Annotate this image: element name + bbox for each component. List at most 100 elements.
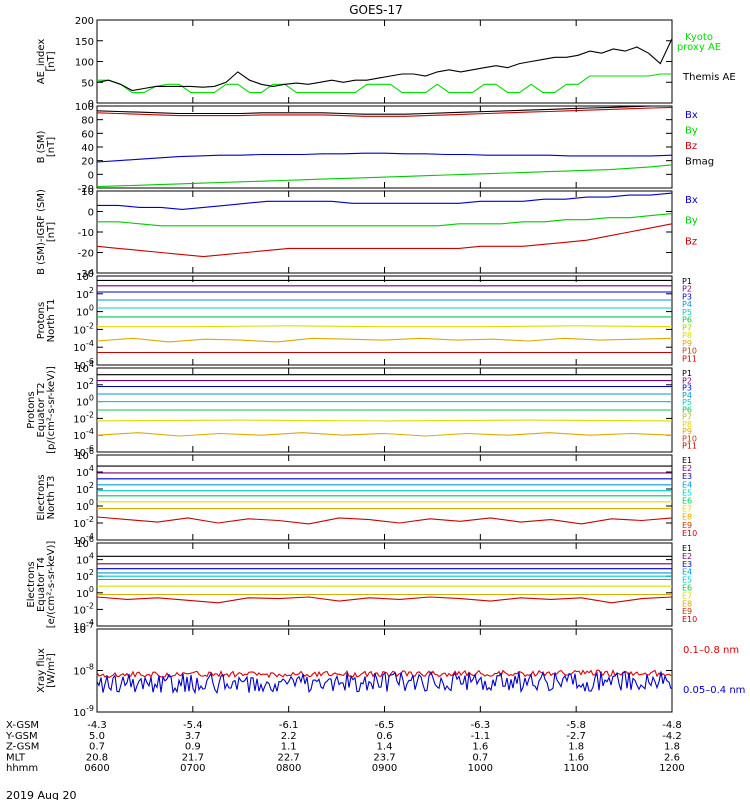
legend-entry: 0.1–0.8 nm <box>683 645 739 656</box>
legend-entry: E10 <box>682 529 697 538</box>
y-tick-label: 104 <box>76 552 94 567</box>
ephemeris-value: 1000 <box>468 763 493 774</box>
series-line-0-05-0-4-nm <box>97 670 672 695</box>
panel-3: 10 0 -10 -20 -30 B (SM)-IGRF (SM)[nT] Bx By Bz <box>36 187 698 280</box>
series-line-p7 <box>97 325 672 328</box>
ephemeris-value: 0.7 <box>89 742 105 753</box>
ephemeris-value: 22.7 <box>278 752 300 763</box>
ephemeris-value: 1.8 <box>568 742 584 753</box>
ephemeris-value: -2.7 <box>566 731 586 742</box>
legend-entry: E4 <box>682 480 692 489</box>
series-line-bz <box>97 106 672 117</box>
legend-entry: P3 <box>682 292 692 301</box>
ephemeris-value: 0600 <box>84 763 109 774</box>
y-tick-label: 40 <box>81 143 94 154</box>
y-tick-label: 10 <box>81 187 94 198</box>
legend-entry: E5 <box>682 576 692 585</box>
y-axis-label: ProtonsNorth T1 <box>36 299 57 343</box>
y-tick-label: 102 <box>76 568 94 583</box>
series-line-by <box>97 164 672 188</box>
legend-entry: E1 <box>682 456 692 465</box>
series-group <box>97 465 672 525</box>
ephemeris-row-label: MLT <box>6 752 26 763</box>
y-tick-label: -20 <box>78 249 94 260</box>
legend-entry: P9 <box>682 427 692 436</box>
series-line-themis-ae <box>97 38 672 92</box>
ephemeris-value: -5.4 <box>183 720 203 731</box>
y-tick-label: 10-2 <box>73 410 94 425</box>
series-line-by <box>97 213 672 227</box>
date-label: 2019 Aug 20 <box>6 789 76 800</box>
y-tick-label: 10-4 <box>73 339 94 354</box>
legend-entry: Themis AE <box>682 72 736 83</box>
ephemeris-value: -6.1 <box>279 720 299 731</box>
ephemeris-table: X-GSM -4.3 -5.4 -6.1 -6.5 -6.3 -5.8 -4.8 Y-GSM 5.… <box>5 720 685 774</box>
series-line-kyoto-proxy-ae <box>97 73 672 94</box>
y-tick-label: 100 <box>75 58 94 69</box>
legend-entry: E7 <box>682 591 692 600</box>
legend-entry: P9 <box>682 339 692 348</box>
ephemeris-row-label: Y-GSM <box>5 731 38 742</box>
ephemeris-value: 1200 <box>659 763 684 774</box>
plot-frame <box>96 542 673 627</box>
y-tick-label: 50 <box>81 78 94 89</box>
ephemeris-value: 2.6 <box>664 752 680 763</box>
y-tick-label: 100 <box>76 304 94 319</box>
series-line-p7 <box>97 419 672 422</box>
ephemeris-value: 3.7 <box>185 731 201 742</box>
series-line-bmag <box>97 106 668 115</box>
legend-entry: P8 <box>682 331 692 340</box>
legend-entry: Kyoto proxy AE <box>677 32 721 53</box>
ephemeris-value: 1.1 <box>281 742 297 753</box>
y-axis-label: B (SM)-IGRF (SM)[nT] <box>36 189 57 275</box>
legend-entry: P2 <box>682 376 692 385</box>
ephemeris-row-label: hhmm <box>6 763 38 774</box>
y-tick-label: 10-2 <box>73 601 94 616</box>
y-tick-label: 100 <box>75 102 94 113</box>
y-tick-label: 10-8 <box>73 663 94 678</box>
y-tick-label: 100 <box>76 394 94 409</box>
ephemeris-value: -4.3 <box>87 720 107 731</box>
series-line-bz <box>97 223 672 258</box>
y-tick-label: 10-4 <box>73 427 94 442</box>
legend-entry: P3 <box>682 384 692 393</box>
ephemeris-value: 0700 <box>180 763 205 774</box>
series-line-0-1-0-8-nm <box>97 669 672 679</box>
legend-entry: By <box>685 126 698 137</box>
legend-entry: E4 <box>682 568 692 577</box>
ephemeris-value: -1.1 <box>471 731 491 742</box>
legend-entry: E1 <box>682 544 692 553</box>
series-group <box>97 374 672 437</box>
ephemeris-value: 1.4 <box>377 742 393 753</box>
ephemeris-value: 0900 <box>372 763 397 774</box>
y-tick-label: 102 <box>76 286 94 301</box>
series-line-e10 <box>97 596 672 604</box>
y-tick-label: 20 <box>81 157 94 168</box>
figure-title: GOES-17 <box>349 3 403 17</box>
series-group <box>97 279 672 354</box>
ephemeris-value: 21.7 <box>182 752 204 763</box>
ephemeris-value: 1.6 <box>472 742 488 753</box>
y-axis-label: B (SM)[nT] <box>36 130 57 163</box>
legend-entry: P1 <box>682 369 692 378</box>
legend-entry: By <box>685 216 698 227</box>
y-tick-label: 150 <box>75 37 94 48</box>
y-axis-label: AE_index[nT] <box>36 39 57 85</box>
ephemeris-row-label: X-GSM <box>6 720 39 731</box>
legend-entry: P11 <box>682 442 697 451</box>
y-tick-label: 10-9 <box>73 704 94 719</box>
series-group <box>97 192 672 258</box>
legend-entry: P8 <box>682 420 692 429</box>
legend-entry: P6 <box>682 405 692 414</box>
ephemeris-value: 1.6 <box>568 752 584 763</box>
legend-entry: P11 <box>682 354 697 363</box>
ephemeris-value: 0.7 <box>472 752 488 763</box>
legend-entry: E9 <box>682 521 692 530</box>
y-axis-label: Xray flux[W/m²] <box>36 648 57 693</box>
legend-entry: P10 <box>682 347 697 356</box>
ephemeris-value: -4.2 <box>662 731 682 742</box>
ephemeris-value: -4.8 <box>662 720 682 731</box>
